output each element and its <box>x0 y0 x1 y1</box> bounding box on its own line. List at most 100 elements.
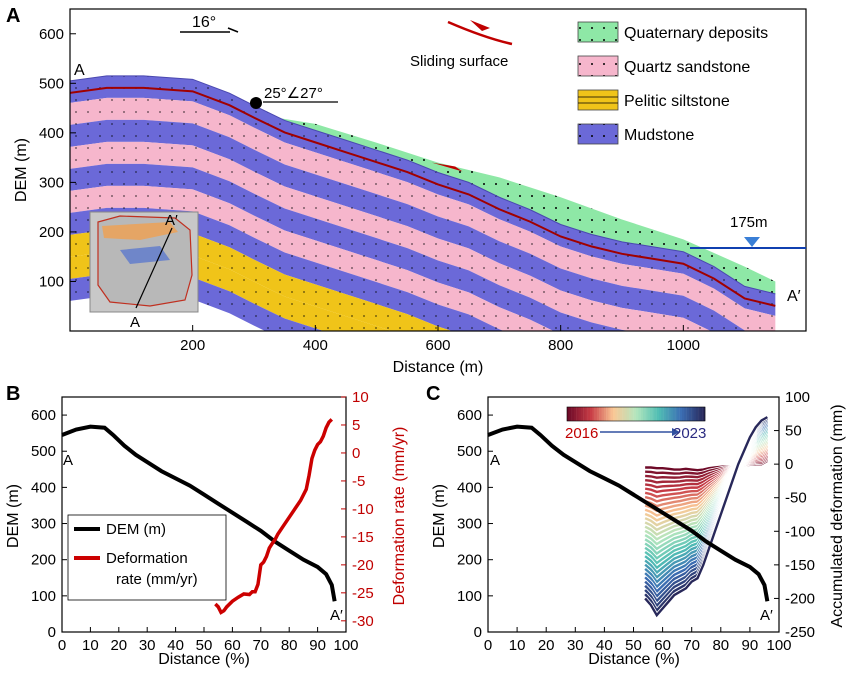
c-ytick-right-label: -50 <box>785 490 807 507</box>
b-legend-rate-2: rate (mm/yr) <box>116 571 198 588</box>
colorbar-segment <box>675 407 678 421</box>
colorbar-segment <box>585 407 588 421</box>
sandstone-band-texture <box>70 185 554 331</box>
panel-b-ylabel: DEM (m) <box>5 484 22 548</box>
c-ytick-right-label: 100 <box>785 389 810 406</box>
colorbar-segment <box>702 407 706 421</box>
c-xtick-label: 30 <box>567 637 584 654</box>
c-ytick-label: 100 <box>457 588 482 605</box>
colorbar-segment <box>700 407 703 421</box>
c-xtick-label: 20 <box>538 637 555 654</box>
colorbar-segment <box>693 407 696 421</box>
a-xtick-label: 800 <box>548 337 573 354</box>
panel-c-letter: C <box>426 383 440 405</box>
colorbar-segment <box>633 407 637 421</box>
b-ytick-right-label: -10 <box>352 501 374 518</box>
a-ytick-label: 300 <box>39 174 64 191</box>
legend-label: Quartz sandstone <box>624 59 750 76</box>
c-xtick-label: 100 <box>766 637 791 654</box>
colorbar-segment <box>576 407 579 421</box>
panel-a-axes: 200 400 600 800 1000 100 200 300 400 500 600 <box>39 26 700 354</box>
colorbar-segment <box>626 407 630 421</box>
deformation-series <box>643 415 769 619</box>
c-ytick-right-label: 0 <box>785 456 793 473</box>
water-level-icon <box>744 237 760 247</box>
colorbar-segment <box>624 407 627 421</box>
a-ytick-label: 600 <box>39 26 64 43</box>
b-legend-dem: DEM (m) <box>106 521 166 538</box>
b-xtick-label: 0 <box>58 637 66 654</box>
colorbar-segment <box>571 407 575 421</box>
c-xtick-label: 10 <box>509 637 526 654</box>
water-level-label: 175m <box>730 214 768 231</box>
legend-swatch-texture <box>578 56 618 76</box>
colorbar-segment <box>583 407 586 421</box>
sandstone-band-texture <box>70 97 776 331</box>
a-xtick-label: 400 <box>303 337 328 354</box>
panel-c-ylabel-right: Accumulated deformation (mm) <box>829 404 846 627</box>
mudstone-band-texture <box>70 207 504 331</box>
colorbar-segment <box>640 407 644 421</box>
deformation-zone-high <box>102 222 178 240</box>
b-ytick-label: 400 <box>31 479 56 496</box>
dip-top-tick <box>227 27 239 33</box>
colorbar-segment <box>670 407 673 421</box>
c-start-label: A <box>490 452 500 469</box>
b-xtick-label: 20 <box>110 637 127 654</box>
legend-label: Quaternary deposits <box>624 25 768 42</box>
colorbar-segment <box>608 407 611 421</box>
a-xtick-label: 200 <box>180 337 205 354</box>
colorbar-segment <box>629 407 632 421</box>
profile-start-label: A <box>74 62 85 79</box>
quaternary-deposits-dots <box>272 116 776 294</box>
b-xtick-label: 10 <box>82 637 99 654</box>
colorbar-segment <box>573 407 577 421</box>
b-ytick-right-label: -30 <box>352 613 374 630</box>
slope-surface <box>70 75 776 295</box>
b-legend-rate-1: Deformation <box>106 550 188 567</box>
b-xtick-label: 30 <box>139 637 156 654</box>
colorbar-segment <box>615 407 618 421</box>
panel-a-legend: Quaternary deposits Quartz sandstone Pelit… <box>577 21 768 145</box>
colorbar-segment <box>649 407 653 421</box>
colorbar-segment <box>594 407 598 421</box>
c-xtick-label: 50 <box>625 637 642 654</box>
c-xtick-label: 70 <box>683 637 700 654</box>
a-xtick-label: 600 <box>425 337 450 354</box>
b-ytick-label: 500 <box>31 443 56 460</box>
c-ytick-right-label: -250 <box>785 624 815 641</box>
c-ytick-label: 600 <box>457 407 482 424</box>
colorbar-segment <box>656 407 660 421</box>
panel-b-axes: 0 10 20 30 40 50 60 70 80 90 100010020030040050060… <box>31 389 374 654</box>
c-ytick-label: 0 <box>474 624 482 641</box>
panel-a-ylabel: DEM (m) <box>13 138 30 202</box>
c-xtick-label: 40 <box>596 637 613 654</box>
b-xtick-label: 100 <box>333 637 358 654</box>
a-ytick-label: 100 <box>39 273 64 290</box>
colorbar-segment <box>652 407 655 421</box>
b-ytick-right-label: -25 <box>352 585 374 602</box>
b-end-label: A′ <box>330 607 343 624</box>
colorbar-segment <box>613 407 616 421</box>
colorbar-segment <box>580 407 584 421</box>
colorbar-segment <box>684 407 687 421</box>
b-ytick-right-label: -5 <box>352 473 365 490</box>
colorbar-segment <box>691 407 694 421</box>
legend-swatch-texture <box>578 124 618 144</box>
colorbar <box>566 406 706 422</box>
colorbar-segment <box>599 407 602 421</box>
a-ytick-label: 500 <box>39 75 64 92</box>
colorbar-segment <box>698 407 701 421</box>
b-ytick-label: 200 <box>31 552 56 569</box>
colorbar-segment <box>645 407 648 421</box>
inset-end-label: A′ <box>165 212 178 229</box>
deformation-rate-line <box>214 418 334 615</box>
panel-a-xlabel: Distance (m) <box>393 359 484 376</box>
mudstone-band-texture <box>70 119 748 331</box>
colorbar-segment <box>567 407 570 421</box>
panel-c-axes: 0 10 20 30 40 50 60 70 80 90 100010020030040050060… <box>457 389 815 654</box>
dip-slope-label: 25°∠27° <box>264 85 323 102</box>
a-ytick-label: 400 <box>39 125 64 142</box>
panel-b: B 0 10 20 30 40 50 60 70 80 90 1000100200300400500… <box>5 383 408 668</box>
colorbar-outline <box>566 406 706 422</box>
